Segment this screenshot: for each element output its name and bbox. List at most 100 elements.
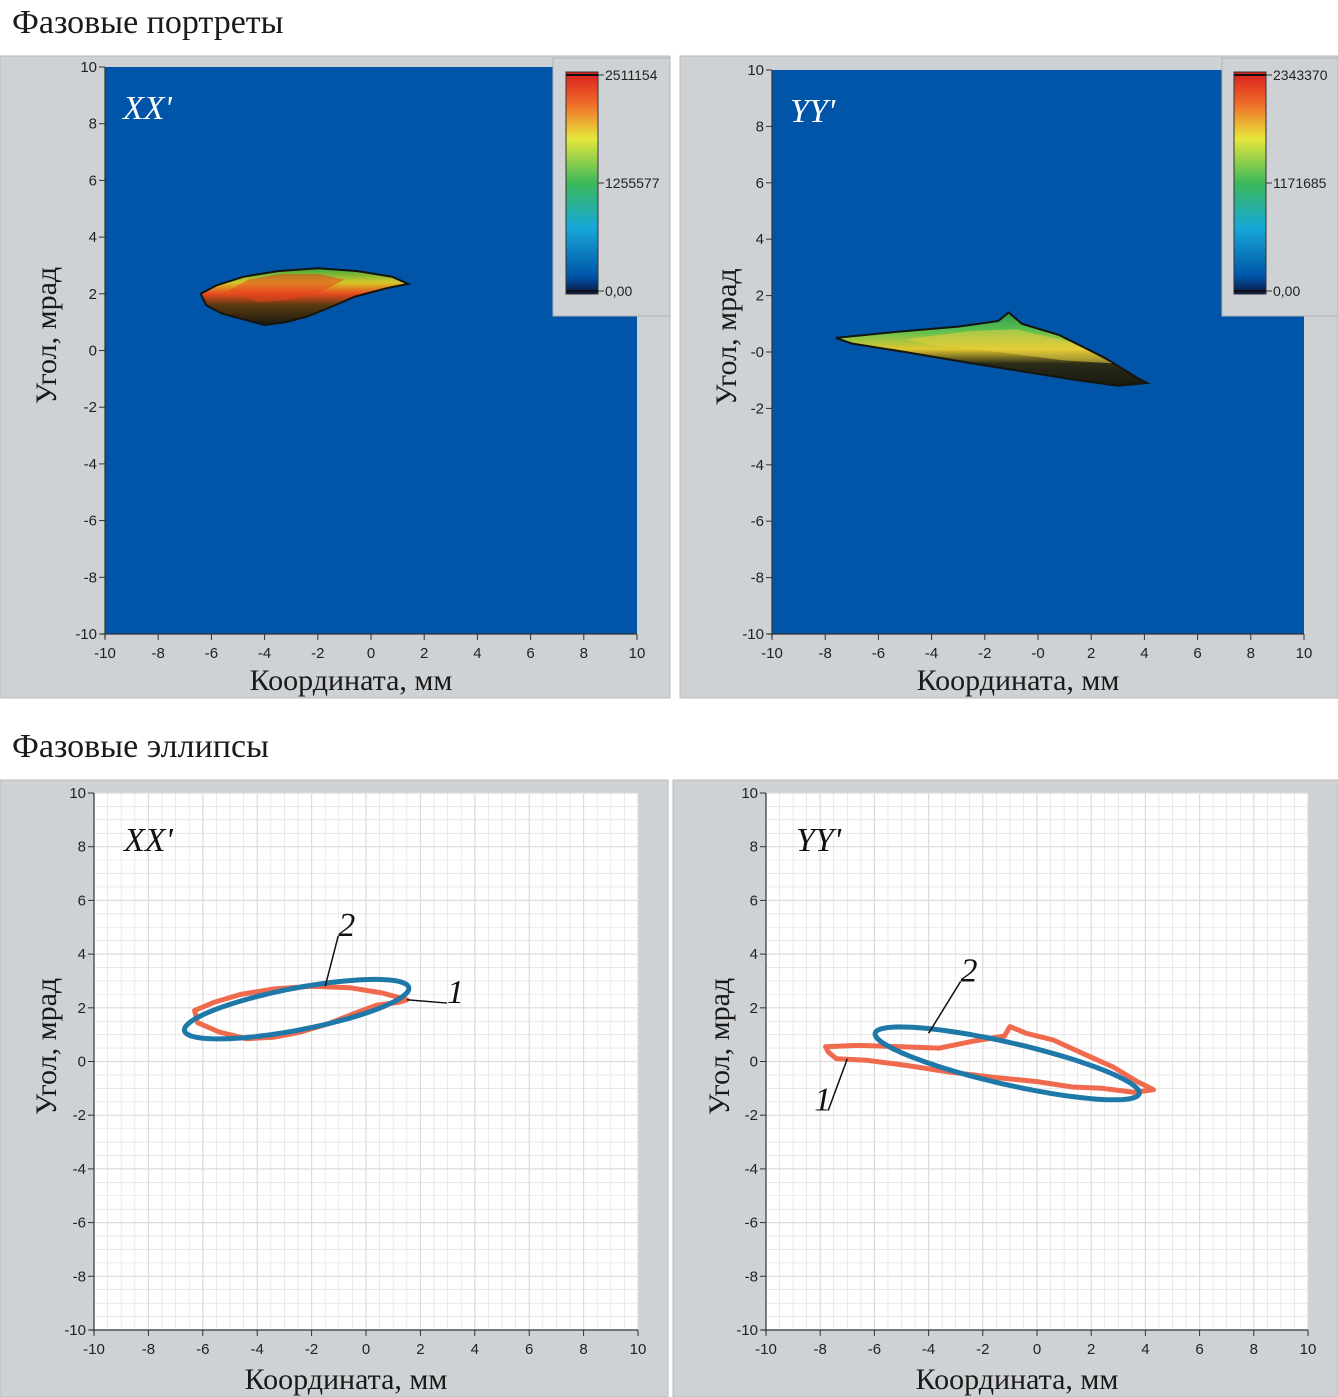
x-tick-label: -4 [258,645,271,662]
plot-title: YY' [790,93,836,130]
x-tick-label: 8 [579,1341,587,1358]
x-tick-label: -2 [976,1341,989,1358]
y-tick-label: -2 [751,400,764,417]
heatmap-beam-core [905,329,1113,364]
y-tick-label: 6 [78,892,86,909]
y-tick-label: 10 [80,59,97,76]
ellipses-section-title: Фазовые эллипсы [12,728,269,765]
y-tick-label: 4 [756,231,764,248]
x-tick-label: 8 [580,645,588,662]
y-tick-label: -6 [751,513,764,530]
x-tick-label: 10 [1296,645,1313,662]
portrait-xx-panel: -10 -8 -6 -4 -2 0 2 4 6 8 10 10 8 6 4 2 0 -2 -4 -6 -8 -10 Коор… [0,55,671,699]
x-axis-label: Координата, мм [916,1363,1119,1396]
x-axis-label: Координата, мм [245,1363,448,1396]
fitted-ellipse-curve-2 [872,1024,1142,1103]
y-tick-label: -4 [84,456,97,473]
y-tick-label: -8 [84,569,97,586]
x-tick-label: -6 [872,645,885,662]
x-tick-label: -8 [814,1341,827,1358]
colorbar-tick-label: 2343370 [1273,67,1328,83]
colorbar-gradient [1233,71,1267,295]
y-tick-label: 10 [741,785,758,802]
x-tick-label: 2 [420,645,428,662]
portrait-yy-panel: -10 -8 -6 -4 -2 -0 2 4 6 8 10 10 8 6 4 2 -0 -2 -4 -6 -8 -10 Ко… [679,55,1338,699]
x-tick-label: -4 [925,645,938,662]
y-tick-label: 0 [78,1054,86,1071]
y-tick-label: -4 [751,457,764,474]
x-tick-label: 6 [1195,1341,1203,1358]
y-tick-label: 8 [78,839,86,856]
y-tick-label: -10 [736,1322,758,1339]
y-tick-label: 2 [750,1000,758,1017]
x-tick-label: 0 [362,1341,370,1358]
colorbar-tick-label: 2511154 [605,67,658,83]
colorbar-tick-label: 1171685 [1273,175,1327,191]
y-tick-label: -6 [745,1215,758,1232]
curve-label-leader [827,1058,849,1111]
y-tick-label: -0 [751,344,764,361]
x-tick-label: -8 [819,645,832,662]
y-tick-label: 6 [756,175,764,192]
x-tick-label: 2 [1087,645,1095,662]
heatmap-background [105,67,637,634]
fitted-ellipse-curve-2 [181,976,412,1042]
y-tick-label: -4 [73,1161,86,1178]
x-tick-label: -4 [251,1341,264,1358]
y-tick-label: 4 [750,946,758,963]
colorbar-tick-label: 0,00 [605,283,632,299]
y-tick-label: -8 [745,1268,758,1285]
x-tick-label: 6 [525,1341,533,1358]
ellipse-xx-panel: -10 -8 -6 -4 -2 0 2 4 6 8 10 10 8 6 4 2 0 -2 -4 -6 -8 -10 Коор… [0,779,669,1397]
measured-contour-curve-1 [823,1024,1156,1095]
y-tick-label: -8 [751,570,764,587]
y-tick-label: -2 [73,1107,86,1124]
plot-title: XX' [122,822,174,859]
x-tick-label: 6 [526,645,534,662]
curve-label-leader [324,935,339,987]
y-tick-label: 8 [750,839,758,856]
x-tick-label: 6 [1193,645,1201,662]
y-axis-label: Угол, мрад [710,268,743,405]
portraits-section-title: Фазовые портреты [12,4,284,41]
x-axis-label: Координата, мм [250,664,453,697]
colorbar-gradient [565,71,599,295]
x-tick-label: 2 [416,1341,424,1358]
x-tick-label: -8 [152,645,165,662]
y-tick-label: -4 [745,1161,758,1178]
x-tick-label: 10 [630,1341,647,1358]
y-tick-label: -10 [64,1322,86,1339]
x-tick-label: -2 [305,1341,318,1358]
y-tick-label: 8 [89,116,97,133]
x-tick-label: 4 [1141,1341,1149,1358]
x-tick-label: -6 [205,645,218,662]
x-tick-label: -10 [761,645,783,662]
y-tick-label: 0 [89,343,97,360]
x-tick-label: 4 [471,1341,479,1358]
x-tick-label: -4 [922,1341,935,1358]
x-tick-label: 10 [629,645,646,662]
curve-label: 1 [814,1081,831,1118]
y-tick-label: 0 [750,1054,758,1071]
curve-label: 2 [338,907,355,944]
y-axis-label: Угол, мрад [703,978,736,1115]
x-tick-label: 4 [1140,645,1148,662]
y-tick-label: 6 [89,172,97,189]
x-tick-label: 2 [1087,1341,1095,1358]
x-tick-label: -8 [142,1341,155,1358]
y-tick-label: -10 [75,626,97,643]
y-tick-label: 10 [747,62,764,79]
x-tick-label: 0 [367,645,375,662]
y-tick-label: 10 [69,785,86,802]
curve-label-leader [406,998,448,1004]
x-tick-label: -6 [868,1341,881,1358]
plot-title: XX' [121,90,173,127]
y-tick-label: 2 [89,286,97,303]
curve-label: 1 [447,974,464,1011]
x-tick-label: -10 [94,645,116,662]
y-axis-label: Угол, мрад [30,267,63,404]
x-tick-label: -2 [311,645,324,662]
x-tick-label: 0 [1033,1341,1041,1358]
x-tick-label: 10 [1300,1341,1317,1358]
